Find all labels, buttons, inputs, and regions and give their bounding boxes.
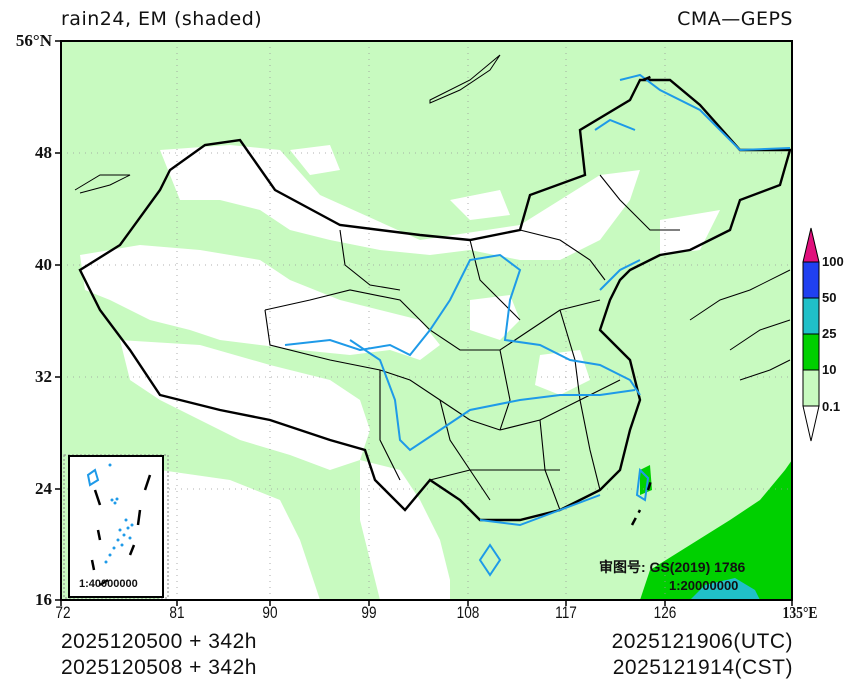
maritime-boundary: [630, 73, 656, 526]
y-tick-24: 24: [35, 479, 52, 498]
colorbar-label-0.1: 0.1: [822, 399, 841, 414]
x-tick-81: 81: [169, 603, 185, 622]
x-tick-135: 135°E: [782, 603, 818, 622]
chart-title: rain24, EM (shaded): [61, 8, 263, 30]
plot-frame: [60, 40, 793, 601]
model-name: CMA—GEPS: [677, 8, 793, 30]
main-map-scale: 1:20000000: [669, 578, 739, 593]
x-tick-90: 90: [262, 603, 278, 622]
colorbar-label-50: 50: [822, 290, 837, 305]
inset-map-scale: 1:40000000: [79, 578, 138, 590]
y-tick-48: 48: [35, 143, 52, 162]
colorbar-label-25: 25: [822, 326, 837, 341]
moderate-rain-area: [640, 460, 792, 600]
init-time-cst: 2025120508 + 342h: [61, 656, 257, 679]
taiwan-outline: [635, 467, 650, 502]
x-tick-117: 117: [555, 603, 577, 622]
y-tick-16: 16: [35, 590, 52, 609]
x-tick-126: 126: [653, 603, 677, 622]
x-tick-99: 99: [361, 603, 377, 622]
valid-time-utc: 2025121906(UTC): [611, 630, 793, 653]
x-tick-108: 108: [456, 603, 480, 622]
rivers: [284, 73, 791, 577]
colorbar: [802, 227, 820, 442]
colorbar-label-100: 100: [822, 254, 844, 269]
coastlines: [74, 54, 791, 381]
colorbar-label-10: 10: [822, 362, 837, 377]
y-tick-40: 40: [35, 255, 52, 274]
heavy-rain-area: [690, 578, 760, 600]
axis-ticks: [55, 40, 793, 606]
valid-time-cst: 2025121914(CST): [612, 656, 793, 679]
y-tick-32: 32: [35, 367, 52, 386]
init-time-utc: 2025120500 + 342h: [61, 630, 257, 653]
y-tick-56: 56°N: [15, 31, 52, 50]
south-china-sea-inset: [63, 454, 169, 599]
map-approval-number: 审图号: GS(2019) 1786: [599, 559, 746, 575]
national-boundary: [78, 78, 792, 522]
x-tick-72: 72: [55, 603, 71, 622]
